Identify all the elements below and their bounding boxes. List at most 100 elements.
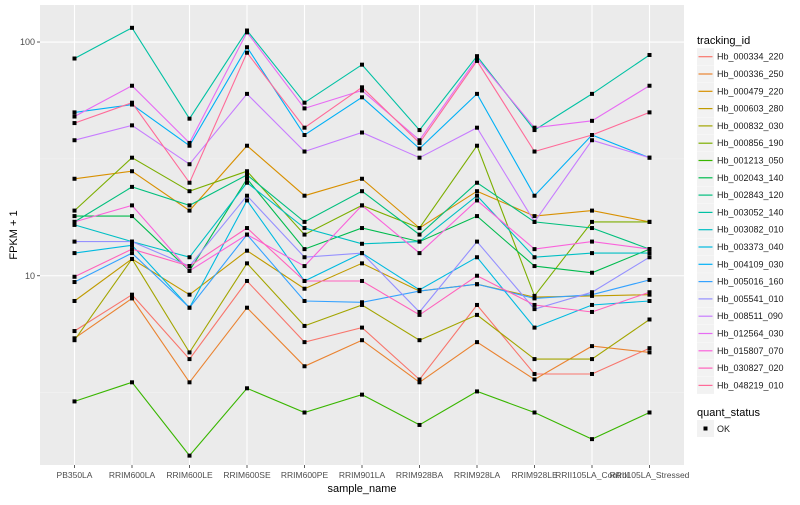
- data-point: [590, 239, 594, 244]
- data-point: [417, 422, 422, 427]
- x-tick-label: RRIM600LE: [166, 470, 213, 480]
- data-point: [72, 214, 77, 219]
- legend-label: Hb_001213_050: [717, 156, 784, 166]
- data-point: [245, 248, 249, 253]
- legend-label: Hb_030827_020: [717, 363, 784, 373]
- data-point: [72, 251, 77, 256]
- data-point: [72, 280, 77, 285]
- data-point: [360, 88, 364, 93]
- data-point: [130, 123, 134, 128]
- x-tick-label: RRII105LA_Control: [555, 470, 629, 480]
- data-point: [130, 184, 134, 189]
- square-point-icon: [703, 426, 708, 431]
- data-point: [302, 323, 307, 328]
- data-point: [130, 203, 134, 208]
- data-point: [187, 292, 192, 297]
- legend-label: Hb_002843_120: [717, 190, 784, 200]
- data-point: [302, 100, 307, 105]
- data-point: [187, 264, 192, 269]
- data-point: [302, 219, 307, 224]
- data-point: [187, 180, 192, 185]
- data-point: [130, 25, 134, 30]
- data-point: [532, 219, 537, 224]
- x-tick-label: RRIM901LA: [339, 470, 386, 480]
- data-point: [590, 133, 594, 138]
- data-point: [475, 143, 479, 148]
- x-tick-label: PB350LA: [57, 470, 93, 480]
- data-point: [245, 50, 249, 55]
- legend: tracking_id Hb_000334_220 Hb_000336_250 Hb…: [697, 35, 784, 437]
- data-point: [360, 226, 364, 231]
- legend-label: Hb_015807_070: [717, 346, 784, 356]
- data-point: [647, 52, 652, 57]
- data-point: [647, 247, 652, 252]
- data-point: [245, 143, 249, 148]
- data-point: [417, 309, 422, 314]
- data-point: [590, 226, 594, 231]
- data-point: [417, 312, 422, 317]
- data-point: [302, 278, 307, 283]
- data-point: [360, 241, 364, 246]
- data-point: [360, 95, 364, 100]
- data-point: [130, 239, 134, 244]
- data-points: [72, 25, 652, 458]
- data-point: [72, 56, 77, 61]
- shape-legend-label: OK: [717, 424, 730, 434]
- data-point: [417, 155, 422, 160]
- x-axis-title: sample_name: [327, 483, 396, 495]
- legend-label: Hb_048219_010: [717, 380, 784, 390]
- data-point: [475, 340, 479, 345]
- data-point: [360, 203, 364, 208]
- data-point: [590, 118, 594, 123]
- data-point: [532, 247, 537, 252]
- data-point: [130, 380, 134, 385]
- data-point: [360, 302, 364, 307]
- legend-label: Hb_003373_040: [717, 242, 784, 252]
- data-point: [245, 193, 249, 198]
- data-point: [647, 219, 652, 224]
- data-point: [72, 399, 77, 404]
- legend-label: Hb_000479_220: [717, 86, 784, 96]
- data-point: [360, 325, 364, 330]
- data-point: [130, 214, 134, 219]
- data-point: [417, 251, 422, 256]
- data-point: [130, 169, 134, 174]
- data-point: [590, 208, 594, 213]
- data-point: [187, 268, 192, 273]
- data-point: [532, 193, 537, 198]
- data-point: [130, 243, 134, 248]
- data-point: [302, 264, 307, 269]
- data-point: [532, 125, 537, 130]
- data-point: [590, 437, 594, 442]
- x-tick-label: RRIM600SE: [223, 470, 271, 480]
- data-point: [360, 300, 364, 305]
- data-point: [590, 251, 594, 256]
- data-point: [302, 193, 307, 198]
- data-point: [532, 149, 537, 154]
- data-point: [72, 121, 77, 126]
- data-point: [302, 298, 307, 303]
- data-point: [475, 125, 479, 130]
- data-point: [532, 410, 537, 415]
- data-point: [187, 162, 192, 167]
- data-point: [417, 380, 422, 385]
- y-axis-title: FPKM + 1: [8, 210, 20, 259]
- data-point: [72, 176, 77, 181]
- data-point: [417, 289, 422, 294]
- x-tick-label: RRIM600PE: [281, 470, 329, 480]
- legend-title: tracking_id: [697, 35, 750, 47]
- data-point: [245, 261, 249, 266]
- data-point: [245, 226, 249, 231]
- data-point: [532, 293, 537, 298]
- data-point: [475, 189, 479, 194]
- data-point: [647, 251, 652, 256]
- data-point: [245, 278, 249, 283]
- data-point: [187, 189, 192, 194]
- data-point: [647, 317, 652, 322]
- legend-label: Hb_000603_280: [717, 104, 784, 114]
- x-tick-label: RRIM600LA: [109, 470, 156, 480]
- data-point: [187, 116, 192, 121]
- data-point: [590, 270, 594, 275]
- data-point: [187, 305, 192, 310]
